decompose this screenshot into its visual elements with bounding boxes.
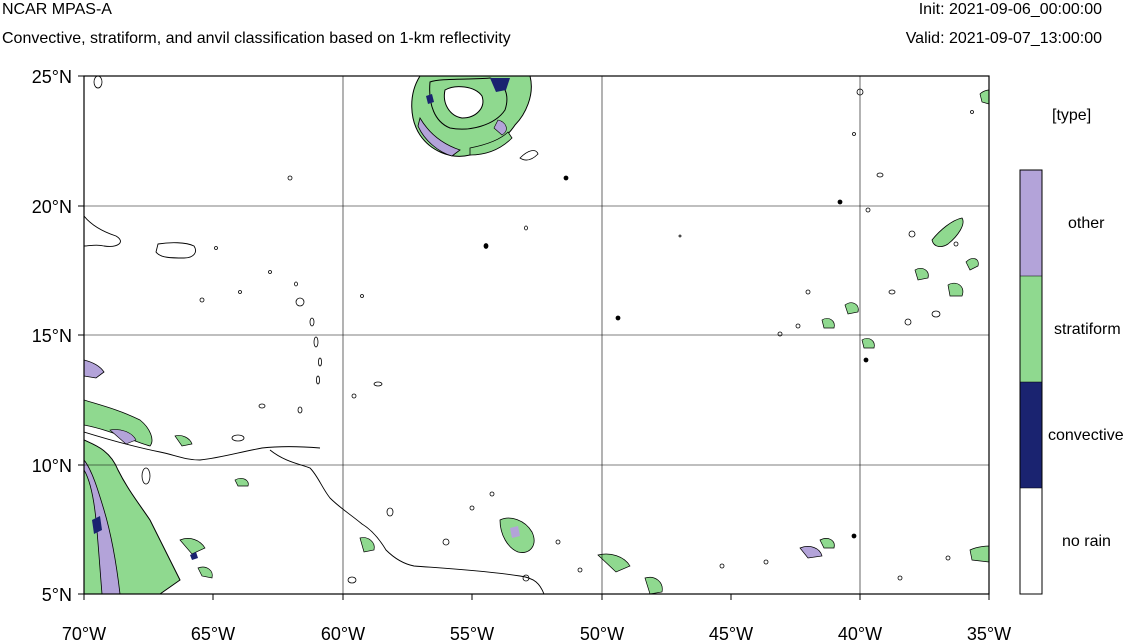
- map-title: NCAR MPAS-A: [2, 1, 112, 18]
- map-subtitle: Convective, stratiform, and anvil classi…: [2, 30, 511, 47]
- coastline: [84, 215, 545, 594]
- legend-title: [type]: [1052, 107, 1092, 124]
- legend-label-no-rain: no rain: [1062, 533, 1111, 550]
- legend-swatch-other: [1020, 170, 1042, 276]
- init-time: Init: 2021-09-06_00:00:00: [918, 1, 1102, 18]
- y-tick-label: 25°N: [32, 67, 72, 87]
- y-tick-label: 20°N: [32, 197, 72, 217]
- x-tick-label: 60°W: [321, 624, 365, 641]
- precip-layer: [84, 76, 989, 594]
- scattered-cells: [93, 76, 974, 584]
- graticule: [84, 76, 989, 594]
- legend-swatch-convective: [1020, 382, 1042, 488]
- legend-label-other: other: [1068, 215, 1105, 232]
- y-tick-label: 5°N: [42, 585, 72, 605]
- x-tick-label: 40°W: [838, 624, 882, 641]
- legend-swatch-stratiform: [1020, 276, 1042, 382]
- y-tick-label: 15°N: [32, 326, 72, 346]
- hurricane-system: [411, 76, 539, 161]
- valid-time: Valid: 2021-09-07_13:00:00: [905, 30, 1102, 47]
- legend-swatch-no-rain: [1020, 488, 1042, 594]
- east-clusters: [821, 89, 989, 349]
- x-tick-label: 55°W: [450, 624, 494, 641]
- x-tick-label: 45°W: [709, 624, 753, 641]
- legend-colorbar: [1019, 169, 1043, 595]
- axis-labels: 70°W 65°W 60°W 55°W 50°W 45°W 40°W 35°W …: [32, 67, 1011, 641]
- south-clusters: [359, 517, 989, 594]
- x-tick-label: 70°W: [62, 624, 106, 641]
- y-tick-label: 10°N: [32, 456, 72, 476]
- legend-label-stratiform: stratiform: [1054, 321, 1121, 338]
- tick-marks: [78, 75, 990, 600]
- legend-label-convective: convective: [1048, 427, 1124, 444]
- west-cluster: [84, 359, 249, 594]
- x-tick-label: 50°W: [580, 624, 624, 641]
- x-tick-label: 35°W: [967, 624, 1011, 641]
- x-tick-label: 65°W: [191, 624, 235, 641]
